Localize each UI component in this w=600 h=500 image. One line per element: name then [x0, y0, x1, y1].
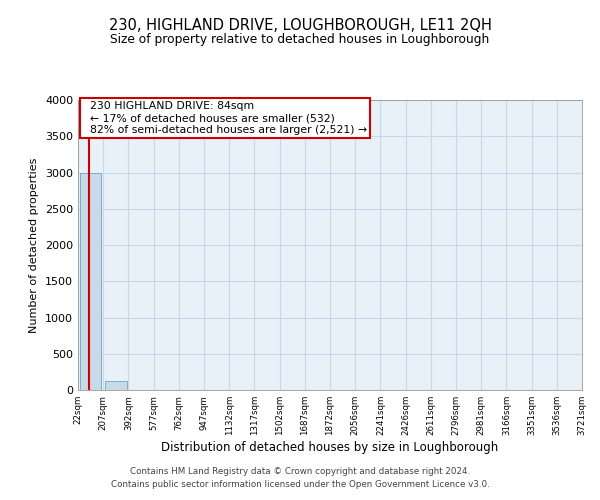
Y-axis label: Number of detached properties: Number of detached properties: [29, 158, 40, 332]
Text: Size of property relative to detached houses in Loughborough: Size of property relative to detached ho…: [110, 32, 490, 46]
Bar: [105, 382, 127, 390]
Text: 230, HIGHLAND DRIVE, LOUGHBOROUGH, LE11 2QH: 230, HIGHLAND DRIVE, LOUGHBOROUGH, LE11 …: [109, 18, 491, 32]
X-axis label: Distribution of detached houses by size in Loughborough: Distribution of detached houses by size …: [161, 441, 499, 454]
Text: 230 HIGHLAND DRIVE: 84sqm
  ← 17% of detached houses are smaller (532)
  82% of : 230 HIGHLAND DRIVE: 84sqm ← 17% of detac…: [83, 102, 367, 134]
Text: Contains public sector information licensed under the Open Government Licence v3: Contains public sector information licen…: [110, 480, 490, 489]
Bar: [80, 172, 101, 390]
Text: Contains HM Land Registry data © Crown copyright and database right 2024.: Contains HM Land Registry data © Crown c…: [130, 467, 470, 476]
